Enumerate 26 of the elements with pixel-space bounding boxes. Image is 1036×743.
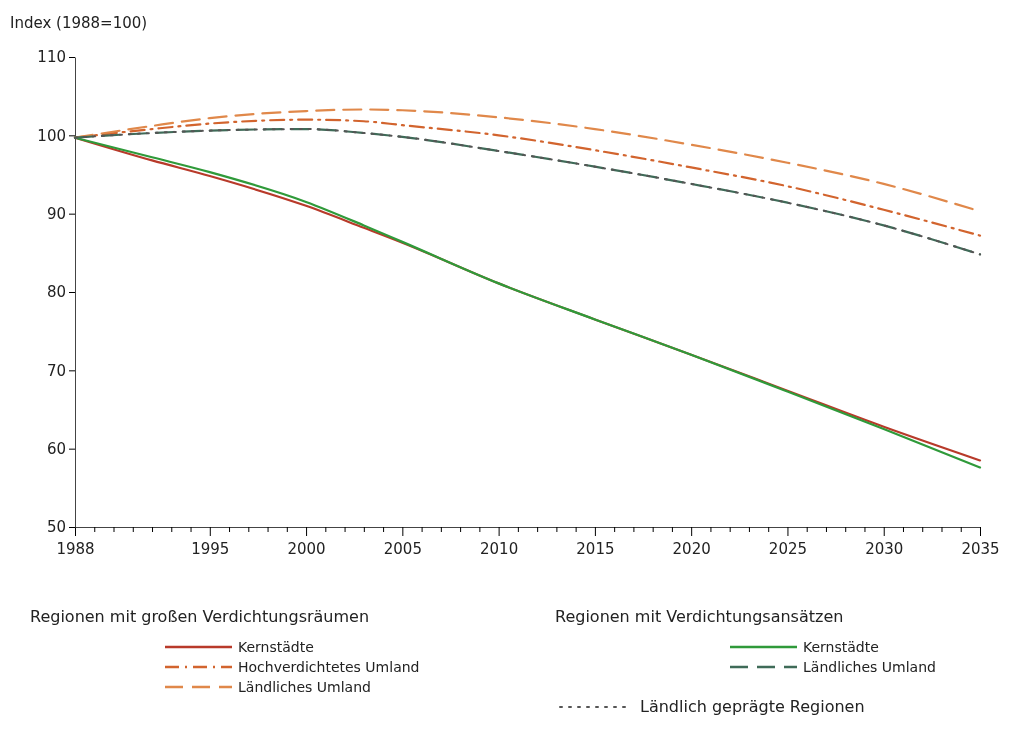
x-tick-label: 2030 [865, 540, 904, 558]
x-tick-label: 1988 [56, 540, 95, 558]
x-tick-label: 2025 [768, 540, 808, 558]
y-tick-label: 50 [46, 518, 66, 537]
x-tick-label: 2000 [287, 540, 326, 558]
x-tick-label: 2035 [961, 540, 1000, 558]
legend-label: Kernstädte [803, 639, 879, 655]
legend-label: Ländliches Umland [803, 659, 936, 675]
y-tick-label: 110 [37, 48, 66, 67]
text: Regionen mit Verdichtungsansätzen [555, 607, 844, 626]
x-tick-label: 1995 [191, 540, 230, 558]
legend-label: Ländliches Umland [238, 679, 371, 695]
y-tick-label: 80 [46, 283, 66, 302]
legend-label: Ländlich geprägte Regionen [640, 697, 865, 716]
y-axis-title: Index (1988=100) [10, 14, 148, 32]
text: Regionen mit großen Verdichtungsräumen [30, 607, 370, 626]
y-tick-label: 90 [46, 204, 66, 223]
y-tick-label: 60 [46, 439, 66, 458]
legend-label: Hochverdichtetes Umland [238, 659, 420, 675]
y-tick-label: 70 [46, 361, 66, 380]
x-tick-label: 2020 [672, 540, 711, 558]
y-tick-label: 100 [37, 126, 66, 145]
x-tick-label: 2005 [383, 540, 422, 558]
legend-label: Kernstädte [238, 639, 314, 655]
x-tick-label: 2015 [576, 540, 615, 558]
x-tick-label: 2010 [480, 540, 519, 558]
